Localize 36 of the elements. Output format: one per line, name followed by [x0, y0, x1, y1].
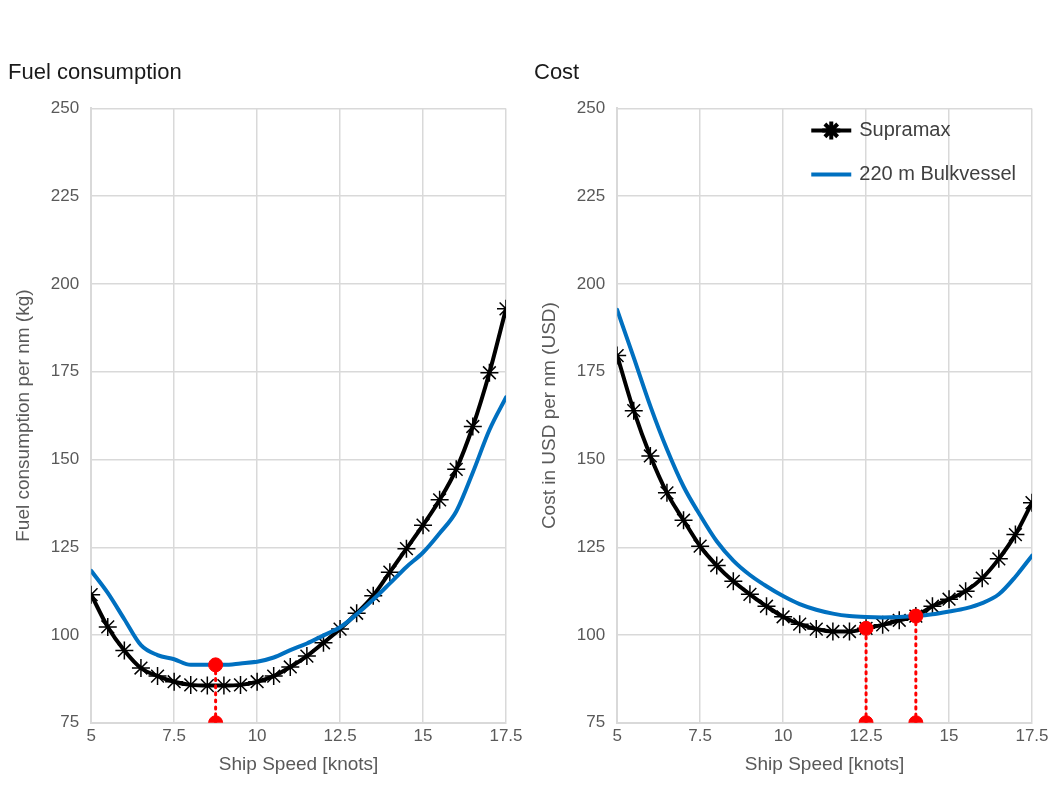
- y-tick-label: 125: [576, 536, 606, 556]
- x-tick-label: 5: [612, 725, 622, 745]
- x-tick-label: 15: [413, 725, 433, 745]
- x-tick-label: 7.5: [688, 725, 712, 745]
- legend-label: Supramax: [859, 117, 951, 140]
- x-tick-label: 12.5: [323, 725, 357, 745]
- chart-title: Cost: [534, 59, 580, 85]
- y-tick-label: 175: [576, 361, 606, 381]
- y-tick-label: 75: [586, 712, 606, 732]
- y-axis-title: Cost in USD per nm (USD): [537, 302, 559, 530]
- y-tick-label: 225: [50, 185, 80, 205]
- y-tick-label: 150: [576, 449, 606, 469]
- legend-label: 220 m Bulkvessel: [859, 161, 1017, 184]
- x-tick-label: 17.5: [489, 725, 523, 745]
- x-tick-label: 7.5: [162, 725, 186, 745]
- x-tick-label: 15: [939, 725, 959, 745]
- y-tick-label: 175: [50, 361, 80, 381]
- x-axis-title: Ship Speed [knots]: [218, 752, 379, 774]
- y-tick-label: 100: [50, 624, 80, 644]
- y-tick-label: 225: [576, 185, 606, 205]
- y-axis-title: Fuel consumption per nm (kg): [11, 289, 33, 542]
- y-tick-label: 250: [50, 98, 80, 118]
- chart-title: Fuel consumption: [8, 59, 182, 85]
- y-tick-label: 200: [576, 273, 606, 293]
- x-tick-label: 5: [86, 725, 96, 745]
- y-tick-label: 75: [60, 712, 80, 732]
- x-tick-label: 10: [247, 725, 267, 745]
- y-tick-label: 200: [50, 273, 80, 293]
- x-axis-title: Ship Speed [knots]: [744, 752, 905, 774]
- y-tick-label: 100: [576, 624, 606, 644]
- x-tick-label: 17.5: [1015, 725, 1049, 745]
- y-tick-label: 125: [50, 536, 80, 556]
- y-tick-label: 150: [50, 449, 80, 469]
- x-tick-label: 12.5: [849, 725, 883, 745]
- y-tick-label: 250: [576, 98, 606, 118]
- x-tick-label: 10: [773, 725, 793, 745]
